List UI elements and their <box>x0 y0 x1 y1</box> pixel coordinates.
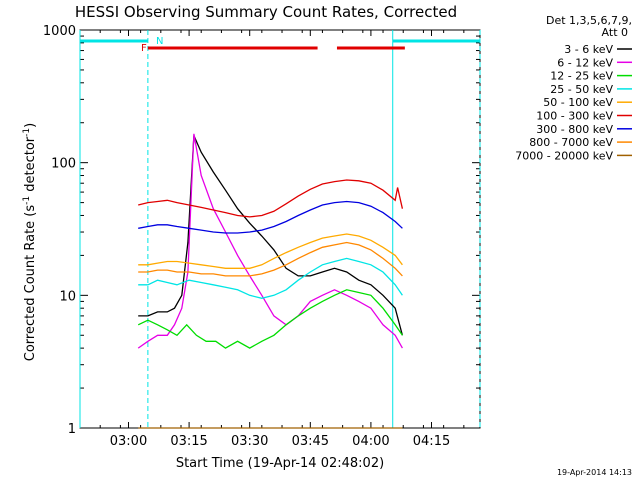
x-tick-label: 03:30 <box>231 434 268 449</box>
y-axis-label-sup1: -1 <box>22 196 32 205</box>
y-axis-label-main: Corrected Count Rate (s <box>23 205 38 362</box>
y-tick-label: 1 <box>68 422 76 437</box>
flare-flag-label: F <box>141 43 147 54</box>
x-tick-label: 03:45 <box>292 434 329 449</box>
series-line <box>138 257 403 299</box>
legend-label: 300 - 800 keV <box>536 123 613 136</box>
timestamp: 19-Apr-2014 14:13 <box>557 468 632 477</box>
x-axis-label: Start Time (19-Apr-14 02:48:02) <box>176 456 384 471</box>
series-line <box>138 179 404 218</box>
series-line <box>138 135 404 336</box>
legend-header-line1: Det 1,3,5,6,7,9, <box>546 14 632 27</box>
y-tick-label: 100 <box>51 157 76 172</box>
legend-label: 100 - 300 keV <box>536 110 613 123</box>
series-line <box>137 133 403 349</box>
series-line <box>138 200 403 234</box>
x-tick-label: 04:15 <box>413 434 450 449</box>
series-lines <box>137 133 404 429</box>
series-line <box>137 289 403 349</box>
series-line <box>138 241 403 277</box>
legend-label: 7000 - 20000 keV <box>515 149 613 162</box>
legend-header-line2: Att 0 <box>602 26 628 39</box>
plot-axes <box>79 29 481 429</box>
y-axis-label: Corrected Count Rate (s-1 detector-1) <box>22 123 38 361</box>
chart-title: HESSI Observing Summary Count Rates, Cor… <box>75 3 457 21</box>
y-axis-label-mid: detector <box>23 136 38 196</box>
y-axis-label-end: ) <box>23 123 38 128</box>
plot-frame <box>79 29 481 429</box>
x-tick-label: 03:15 <box>170 434 207 449</box>
x-tick-label: 03:00 <box>110 434 147 449</box>
x-axis-ticks: 03:00 03:15 03:30 03:45 04:00 04:15 <box>79 30 465 449</box>
y-axis-ticks: 1 10 100 1000 <box>43 24 480 437</box>
night-flag-label: N <box>156 36 163 47</box>
series-line <box>138 233 403 269</box>
legend-label: 12 - 25 keV <box>550 70 613 83</box>
legend-label: 25 - 50 keV <box>550 83 613 96</box>
y-axis-label-sup2: -1 <box>22 128 32 137</box>
y-tick-label: 1000 <box>43 24 76 39</box>
x-tick-label: 04:00 <box>352 434 389 449</box>
legend-label: 3 - 6 keV <box>564 43 613 56</box>
y-tick-label: 10 <box>59 289 76 304</box>
legend-label: 800 - 7000 keV <box>529 136 613 149</box>
flag-bars <box>79 30 481 428</box>
legend-label: 6 - 12 keV <box>557 56 613 69</box>
legend-label: 50 - 100 keV <box>543 96 613 109</box>
